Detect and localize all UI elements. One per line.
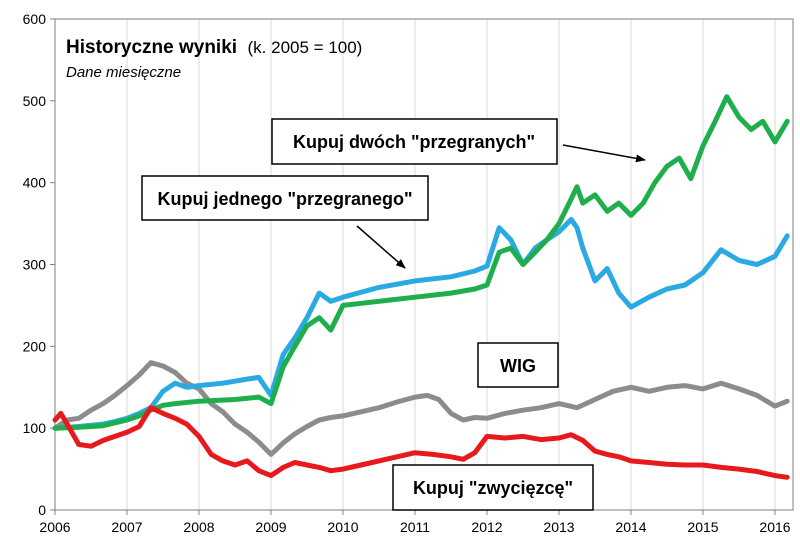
chart-title-note: (k. 2005 = 100): [248, 38, 363, 57]
series-line-dwoch: [52, 94, 790, 431]
chart-title-text: Historyczne wyniki (k. 2005 = 100): [66, 37, 362, 58]
y-tick-label-400: 400: [23, 175, 47, 191]
y-tick-label-0: 0: [38, 502, 46, 518]
annotation-dwoch-arrow: [562, 144, 646, 163]
annotation-dwoch: Kupuj dwóch "przegranych": [271, 118, 646, 165]
series-line-wig: [52, 360, 790, 457]
x-tick-label-2011: 2011: [400, 519, 430, 535]
series-line-zwyciezce: [52, 405, 790, 480]
y-tick-label-600: 600: [23, 11, 47, 27]
y-tick-label-500: 500: [23, 93, 47, 109]
annotation-zwyciezce-box: [392, 464, 594, 511]
x-tick-label-2008: 2008: [183, 519, 214, 535]
x-tick-label-2010: 2010: [327, 519, 358, 535]
annotation-jednego-box: [141, 175, 429, 221]
chart-subtitle: Dane miesięczne: [66, 64, 181, 81]
x-tick-label-2013: 2013: [543, 519, 574, 535]
x-tick-label-2015: 2015: [687, 519, 718, 535]
annotations: Kupuj dwóch "przegranych" Kupuj jednego …: [141, 118, 646, 511]
x-tick-label-2016: 2016: [759, 519, 790, 535]
x-axis: 2006 2007 2008 2009 2010 2011 2012 2013 2014 2015…: [39, 510, 791, 535]
y-tick-label-300: 300: [23, 257, 47, 273]
annotation-dwoch-box: [271, 118, 558, 165]
annotation-jednego: Kupuj jednego "przegranego": [141, 175, 429, 269]
annotation-zwyciezce: Kupuj "zwycięzcę": [392, 464, 594, 511]
y-tick-label-200: 200: [23, 338, 47, 354]
chart-title: Historyczne wyniki (k. 2005 = 100) Dane …: [66, 37, 362, 81]
x-tick-label-2014: 2014: [615, 519, 646, 535]
annotation-wig-label: WIG: [500, 356, 536, 376]
series-line-jednego: [52, 217, 790, 431]
annotation-jednego-label: Kupuj jednego "przegranego": [157, 189, 412, 209]
x-tick-label-2006: 2006: [39, 519, 70, 535]
y-tick-label-100: 100: [23, 420, 47, 436]
x-tick-label-2012: 2012: [471, 519, 502, 535]
x-tick-label-2007: 2007: [111, 519, 142, 535]
chart-title-main: Historyczne wyniki: [66, 37, 237, 58]
annotation-dwoch-label: Kupuj dwóch "przegranych": [293, 132, 535, 152]
x-tick-label-2009: 2009: [255, 519, 286, 535]
series-layer: [52, 94, 790, 480]
gridlines: [54, 19, 776, 510]
y-axis: 0 100 200 300 400 500 600: [23, 11, 55, 518]
annotation-wig: WIG: [477, 342, 559, 388]
annotation-jednego-arrow: [356, 225, 406, 269]
annotation-wig-box: [477, 342, 559, 388]
annotation-zwyciezce-label: Kupuj "zwycięzcę": [413, 478, 573, 498]
